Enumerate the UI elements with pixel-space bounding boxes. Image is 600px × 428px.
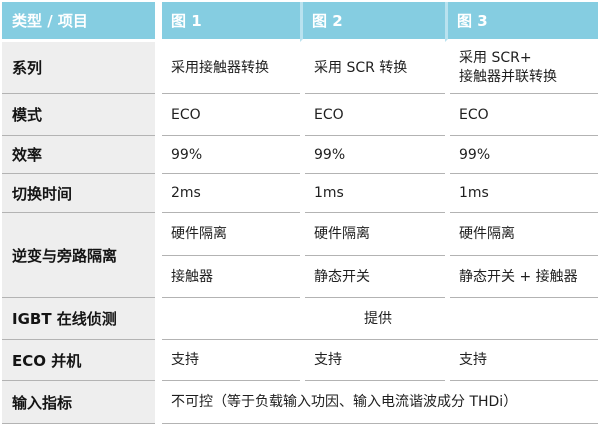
cell-isolation-hw-fig1: 硬件隔离 — [155, 213, 300, 256]
header-col-figure2: 图 2 — [300, 2, 445, 42]
header-row: 类型 / 项目 图 1 图 2 图 3 — [2, 2, 598, 42]
cell-eco-parallel-fig3: 支持 — [445, 340, 598, 381]
header-corner: 类型 / 项目 — [2, 2, 155, 42]
cell-mode-fig2: ECO — [300, 94, 445, 136]
cell-eco-parallel-fig1: 支持 — [155, 340, 300, 381]
row-igbt-detection: IGBT 在线侦测 提供 — [2, 298, 598, 340]
row-series: 系列 采用接触器转换 采用 SCR 转换 采用 SCR+ 接触器并联转换 — [2, 42, 598, 94]
cell-series-fig2: 采用 SCR 转换 — [300, 42, 445, 94]
row-label-igbt-detection: IGBT 在线侦测 — [2, 298, 155, 340]
cell-input-index-all: 不可控（等于负载输入功因、输入电流谐波成分 THDi） — [155, 381, 598, 424]
row-eco-parallel: ECO 并机 支持 支持 支持 — [2, 340, 598, 381]
cell-switch-time-fig3: 1ms — [445, 174, 598, 213]
cell-isolation-hw-fig3: 硬件隔离 — [445, 213, 598, 256]
row-input-index: 输入指标 不可控（等于负载输入功因、输入电流谐波成分 THDi） — [2, 381, 598, 424]
row-label-switch-time: 切换时间 — [2, 174, 155, 213]
header-col-figure1: 图 1 — [155, 2, 300, 42]
row-efficiency: 效率 99% 99% 99% — [2, 136, 598, 174]
row-label-efficiency: 效率 — [2, 136, 155, 174]
cell-mode-fig3: ECO — [445, 94, 598, 136]
row-label-eco-parallel: ECO 并机 — [2, 340, 155, 381]
cell-mode-fig1: ECO — [155, 94, 300, 136]
row-label-mode: 模式 — [2, 94, 155, 136]
header-col-figure3: 图 3 — [445, 2, 598, 42]
cell-efficiency-fig2: 99% — [300, 136, 445, 174]
cell-isolation-dev-fig2: 静态开关 — [300, 256, 445, 298]
spec-comparison-table: 类型 / 项目 图 1 图 2 图 3 系列 采用接触器转换 采用 SCR 转换… — [2, 2, 598, 424]
row-isolation-device: 接触器 静态开关 静态开关 + 接触器 — [2, 256, 598, 298]
row-label-isolation: 逆变与旁路隔离 — [2, 213, 155, 298]
cell-igbt-detection-all: 提供 — [155, 298, 598, 340]
row-label-input-index: 输入指标 — [2, 381, 155, 424]
cell-series-fig3: 采用 SCR+ 接触器并联转换 — [445, 42, 598, 94]
cell-efficiency-fig1: 99% — [155, 136, 300, 174]
cell-isolation-dev-fig3: 静态开关 + 接触器 — [445, 256, 598, 298]
row-isolation-hardware: 逆变与旁路隔离 硬件隔离 硬件隔离 硬件隔离 — [2, 213, 598, 298]
row-label-series: 系列 — [2, 42, 155, 94]
cell-series-fig1: 采用接触器转换 — [155, 42, 300, 94]
cell-switch-time-fig1: 2ms — [155, 174, 300, 213]
cell-eco-parallel-fig2: 支持 — [300, 340, 445, 381]
cell-isolation-dev-fig1: 接触器 — [155, 256, 300, 298]
cell-efficiency-fig3: 99% — [445, 136, 598, 174]
row-switch-time: 切换时间 2ms 1ms 1ms — [2, 174, 598, 213]
row-mode: 模式 ECO ECO ECO — [2, 94, 598, 136]
cell-isolation-hw-fig2: 硬件隔离 — [300, 213, 445, 256]
cell-switch-time-fig2: 1ms — [300, 174, 445, 213]
